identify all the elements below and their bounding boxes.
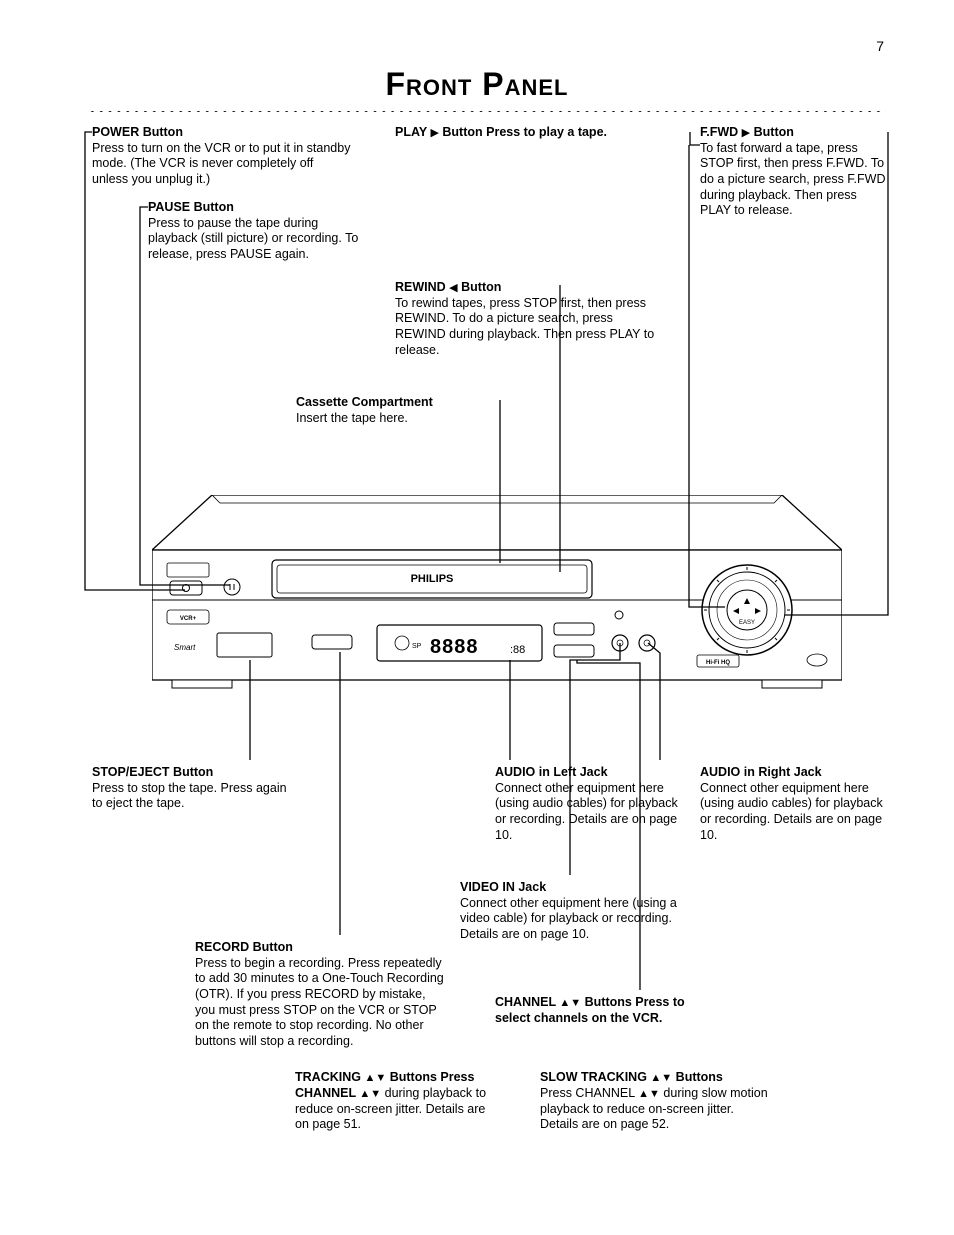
svg-text:Smart: Smart bbox=[174, 643, 196, 652]
svg-text:SP: SP bbox=[412, 643, 422, 650]
callout-video-in-body: Connect other equipment here (using a vi… bbox=[460, 896, 677, 941]
dotted-separator: ●●●●●●●●●●●●●●●●●●●●●●●●●●●●●●●●●●●●●●●●… bbox=[90, 108, 886, 112]
svg-text::88: :88 bbox=[510, 644, 525, 656]
vcr-brand: PHILIPS bbox=[411, 573, 454, 585]
callout-stop-eject: STOP/EJECT Button Press to stop the tape… bbox=[92, 765, 292, 812]
callout-ffwd-lead: F.FWD bbox=[700, 125, 742, 139]
ffwd-icon: ▶ bbox=[742, 127, 750, 139]
page-number: 7 bbox=[876, 38, 884, 54]
callout-play-body: Button Press to play a tape. bbox=[439, 125, 607, 139]
callout-stop-eject-body: Press to stop the tape. Press again to e… bbox=[92, 781, 287, 811]
callout-video-in: VIDEO IN Jack Connect other equipment he… bbox=[460, 880, 680, 943]
callout-channel: CHANNEL ▲▼ Buttons Press to select chann… bbox=[495, 995, 705, 1026]
callout-rewind: REWIND ◀ Button To rewind tapes, press S… bbox=[395, 280, 665, 358]
callout-slowtrack-b1: Buttons bbox=[672, 1070, 723, 1084]
callout-play-lead: PLAY bbox=[395, 125, 430, 139]
callout-audio-r-body: Connect other equipment here (using audi… bbox=[700, 781, 883, 842]
callout-power-heading: POWER Button bbox=[92, 125, 183, 139]
slowtrack-up-down-icon2: ▲▼ bbox=[638, 1088, 660, 1100]
tracking-up-down-icon2: ▲▼ bbox=[359, 1088, 381, 1100]
callout-tracking-lead1: TRACKING bbox=[295, 1070, 364, 1084]
svg-text:8888: 8888 bbox=[430, 636, 479, 658]
callout-power-body: Press to turn on the VCR or to put it in… bbox=[92, 141, 350, 186]
callout-tracking: TRACKING ▲▼ Buttons Press CHANNEL ▲▼ dur… bbox=[295, 1070, 495, 1133]
callout-record-heading: RECORD Button bbox=[195, 940, 293, 954]
callout-slowtrack-lead2: Press CHANNEL bbox=[540, 1086, 638, 1100]
callout-cassette-heading: Cassette Compartment bbox=[296, 395, 433, 409]
callout-record: RECORD Button Press to begin a recording… bbox=[195, 940, 445, 1049]
callout-video-in-heading: VIDEO IN Jack bbox=[460, 880, 546, 894]
svg-text:EASY: EASY bbox=[739, 620, 755, 626]
callout-cassette: Cassette Compartment Insert the tape her… bbox=[296, 395, 506, 426]
callout-rewind-b1: Button bbox=[458, 280, 502, 294]
page-title: Front Panel bbox=[0, 66, 954, 103]
svg-text:Hi-Fi HQ: Hi-Fi HQ bbox=[706, 660, 730, 666]
callout-audio-r: AUDIO in Right Jack Connect other equipm… bbox=[700, 765, 890, 843]
callout-slowtrack-lead1: SLOW TRACKING bbox=[540, 1070, 650, 1084]
callout-channel-lead: CHANNEL bbox=[495, 995, 559, 1009]
callout-pause-body: Press to pause the tape during playback … bbox=[148, 216, 358, 261]
callout-slow-tracking: SLOW TRACKING ▲▼ Buttons Press CHANNEL ▲… bbox=[540, 1070, 770, 1133]
callout-audio-r-heading: AUDIO in Right Jack bbox=[700, 765, 822, 779]
vcr-illustration: PHILIPS VCR+ Smart SP 8888 :88 bbox=[152, 495, 842, 695]
callout-audio-l-heading: AUDIO in Left Jack bbox=[495, 765, 608, 779]
callout-pause-heading: PAUSE Button bbox=[148, 200, 234, 214]
svg-text:VCR+: VCR+ bbox=[180, 616, 197, 622]
callout-ffwd-b2: To fast forward a tape, press STOP first… bbox=[700, 141, 885, 218]
callout-pause: PAUSE Button Press to pause the tape dur… bbox=[148, 200, 368, 263]
channel-up-down-icon: ▲▼ bbox=[559, 997, 581, 1009]
callout-audio-l-body: Connect other equipment here (using audi… bbox=[495, 781, 678, 842]
callout-rewind-b2: To rewind tapes, press STOP first, then … bbox=[395, 296, 654, 357]
slowtrack-up-down-icon: ▲▼ bbox=[650, 1072, 672, 1084]
callout-power: POWER Button Press to turn on the VCR or… bbox=[92, 125, 352, 188]
callout-stop-eject-heading: STOP/EJECT Button bbox=[92, 765, 213, 779]
callout-play: PLAY ▶ Button Press to play a tape. bbox=[395, 125, 645, 141]
callout-audio-l: AUDIO in Left Jack Connect other equipme… bbox=[495, 765, 685, 843]
callout-record-body: Press to begin a recording. Press repeat… bbox=[195, 956, 444, 1048]
callout-rewind-lead: REWIND bbox=[395, 280, 449, 294]
tracking-up-down-icon: ▲▼ bbox=[364, 1072, 386, 1084]
callout-cassette-body: Insert the tape here. bbox=[296, 411, 408, 425]
callout-ffwd: F.FWD ▶ Button To fast forward a tape, p… bbox=[700, 125, 890, 219]
callout-ffwd-b1: Button bbox=[750, 125, 794, 139]
play-icon: ▶ bbox=[430, 127, 438, 139]
rewind-icon: ◀ bbox=[449, 282, 457, 294]
